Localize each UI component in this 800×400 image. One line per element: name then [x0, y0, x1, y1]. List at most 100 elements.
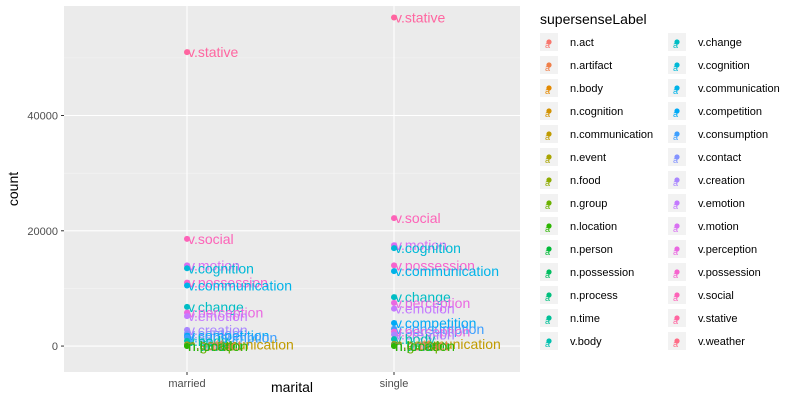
legend-key-point	[546, 62, 552, 68]
legend-key-glyph: a	[545, 224, 550, 234]
legend-label: n.time	[570, 313, 600, 325]
legend-key-glyph: a	[545, 178, 550, 188]
data-label: v.creation	[395, 327, 455, 343]
legend-key-point	[546, 315, 552, 321]
legend-item: a n.location	[540, 217, 617, 235]
legend-key-glyph: a	[673, 316, 678, 326]
data-label: v.possession	[395, 257, 475, 273]
legend-label: v.cognition	[698, 60, 750, 72]
legend-label: n.group	[570, 198, 607, 210]
legend-label: n.body	[570, 83, 604, 95]
legend-key-point	[674, 338, 680, 344]
legend-item: a v.weather	[668, 332, 745, 350]
legend-label: n.communication	[570, 129, 653, 141]
legend-key-point	[674, 39, 680, 45]
legend-key-glyph: a	[673, 293, 678, 303]
legend-label: n.possession	[570, 267, 634, 279]
legend-item: a v.consumption	[668, 125, 768, 143]
legend-label: v.perception	[698, 244, 757, 256]
data-label: v.creation	[188, 322, 248, 338]
legend-key-glyph: a	[545, 339, 550, 349]
legend-label: n.process	[570, 290, 618, 302]
data-label: v.motion	[395, 237, 447, 253]
legend-key-point	[546, 39, 552, 45]
legend-key-glyph: a	[545, 316, 550, 326]
legend-key-glyph: a	[673, 109, 678, 119]
data-label: v.change	[188, 299, 244, 315]
data-label: v.stative	[395, 10, 446, 26]
legend-key-glyph: a	[673, 339, 678, 349]
legend-label: v.motion	[698, 221, 739, 233]
legend-label: n.person	[570, 244, 613, 256]
legend-key-glyph: a	[673, 132, 678, 142]
data-point	[391, 245, 397, 252]
legend-key-glyph: a	[545, 86, 550, 96]
legend-key-glyph: a	[673, 40, 678, 50]
legend-item: a n.process	[540, 286, 618, 304]
legend-item: a v.perception	[668, 240, 757, 258]
x-axis: married single	[168, 372, 408, 390]
legend-label: n.artifact	[570, 60, 612, 72]
legend-key-point	[674, 246, 680, 252]
x-axis-title: marital	[271, 379, 313, 395]
data-point	[391, 14, 397, 21]
legend-label: v.possession	[698, 267, 761, 279]
data-point	[184, 282, 190, 289]
legend: supersenseLabel a n.act a n.artifact a n.body…	[540, 11, 780, 350]
legend-item: a v.body	[540, 332, 602, 350]
legend-item: a v.stative	[668, 309, 738, 327]
legend-key-point	[674, 62, 680, 68]
data-point	[391, 299, 397, 306]
legend-item: a v.competition	[668, 102, 762, 120]
data-label: n.artifact	[188, 338, 242, 354]
data-label: n.group	[395, 337, 443, 353]
data-label: v.contact	[188, 325, 243, 341]
legend-item: a v.change	[668, 33, 742, 51]
y-tick-label: 20000	[27, 226, 58, 238]
legend-item: a v.contact	[668, 148, 741, 166]
legend-key-glyph: a	[545, 40, 550, 50]
legend-label: n.cognition	[570, 106, 623, 118]
data-label: n.communication	[188, 336, 294, 352]
data-point	[391, 262, 397, 269]
data-label: n.person	[395, 337, 449, 353]
legend-key-point	[546, 131, 552, 137]
legend-key-glyph: a	[545, 201, 550, 211]
legend-label: v.creation	[698, 175, 745, 187]
legend-label: v.contact	[698, 152, 741, 164]
data-point	[391, 268, 397, 275]
legend-label: v.weather	[698, 336, 745, 348]
data-point	[184, 303, 190, 310]
y-axis: 0 20000 40000	[27, 111, 64, 353]
y-tick-label: 0	[52, 341, 58, 353]
legend-key-point	[674, 154, 680, 160]
legend-key-glyph: a	[673, 201, 678, 211]
legend-key-glyph: a	[545, 155, 550, 165]
data-label: v.social	[188, 231, 234, 247]
legend-item: a n.event	[540, 148, 606, 166]
legend-key-point	[546, 85, 552, 91]
legend-item: a n.time	[540, 309, 600, 327]
legend-key-glyph: a	[545, 63, 550, 73]
legend-label: n.food	[570, 175, 601, 187]
legend-label: n.act	[570, 37, 594, 49]
data-point	[391, 342, 397, 349]
legend-item: a n.communication	[540, 125, 653, 143]
legend-label: v.competition	[698, 106, 762, 118]
legend-item: a n.food	[540, 171, 601, 189]
legend-key-point	[546, 269, 552, 275]
legend-key-point	[674, 315, 680, 321]
legend-key-point	[546, 154, 552, 160]
legend-key-glyph: a	[673, 155, 678, 165]
legend-label: v.change	[698, 37, 742, 49]
legend-item: a n.act	[540, 33, 594, 51]
data-label: v.cognition	[188, 260, 254, 276]
legend-item: a v.creation	[668, 171, 745, 189]
legend-item: a n.cognition	[540, 102, 623, 120]
legend-item: a n.body	[540, 79, 604, 97]
data-label: v.body	[395, 331, 435, 347]
data-label: n.location	[188, 338, 248, 354]
legend-key-glyph: a	[673, 86, 678, 96]
legend-key-glyph: a	[545, 132, 550, 142]
legend-item: a v.possession	[668, 263, 761, 281]
